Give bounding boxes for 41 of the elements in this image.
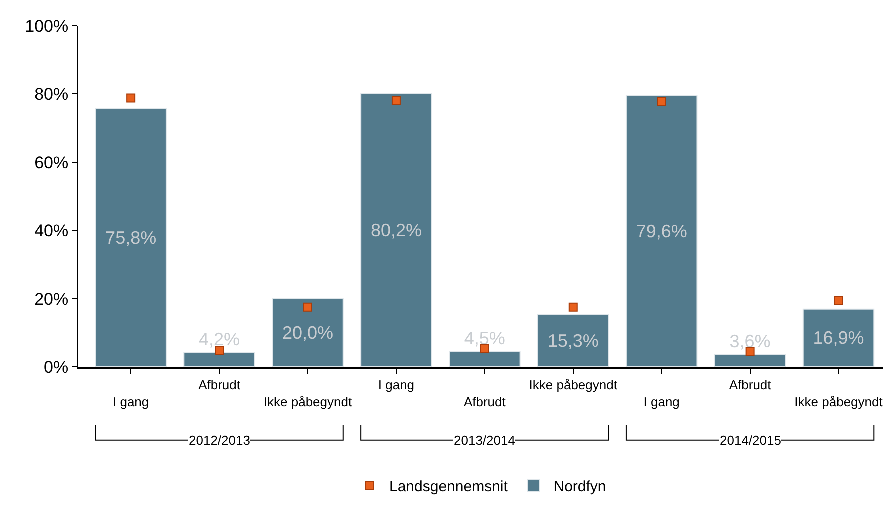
y-tick-label: 40%	[34, 222, 69, 241]
data-label: 80,2%	[370, 220, 422, 240]
bar	[95, 108, 167, 367]
point	[657, 98, 666, 107]
x-tick-label: I gang	[113, 394, 150, 410]
x-tick-label: Afbrudt	[729, 378, 772, 393]
x-tick-label: Ikke påbegyndt	[264, 394, 352, 410]
legend-label: Nordfyn	[554, 478, 606, 496]
data-label: 75,8%	[106, 228, 157, 248]
data-label: 15,3%	[548, 330, 599, 351]
y-tick-label: 60%	[34, 153, 69, 172]
y-tick-label: 100%	[25, 16, 69, 36]
y-tick-label: 20%	[34, 290, 69, 309]
y-tick-label: 0%	[44, 358, 69, 377]
x-tick-label: Ikke påbegyndt	[794, 394, 884, 410]
bar	[714, 354, 786, 367]
bar	[626, 95, 698, 367]
point	[568, 302, 578, 312]
bar	[449, 351, 521, 367]
x-tick-label: Afbrudt	[464, 394, 506, 410]
bar	[360, 93, 432, 367]
bar	[802, 308, 875, 367]
bar	[272, 298, 344, 367]
bar	[538, 314, 610, 367]
text: 2013/2014	[454, 433, 516, 448]
data-label: 79,6%	[636, 221, 688, 242]
x-tick-label: Ikke påbegyndt	[529, 378, 618, 393]
text: 2012/2013	[189, 433, 250, 448]
data-label: 16,9%	[813, 328, 864, 348]
legend-label: Landsgennemsnit	[390, 478, 509, 496]
point	[126, 94, 136, 103]
point	[304, 302, 312, 312]
point	[834, 296, 844, 306]
text: 2014/2015	[720, 433, 782, 448]
x-tick-label: I gang	[644, 394, 680, 410]
data-label: 20,0%	[282, 322, 334, 343]
point	[392, 96, 401, 106]
x-tick-label: I gang	[378, 378, 415, 393]
y-tick-label: 80%	[34, 85, 69, 104]
x-tick-label: Afbrudt	[198, 378, 241, 393]
bar	[184, 352, 256, 367]
